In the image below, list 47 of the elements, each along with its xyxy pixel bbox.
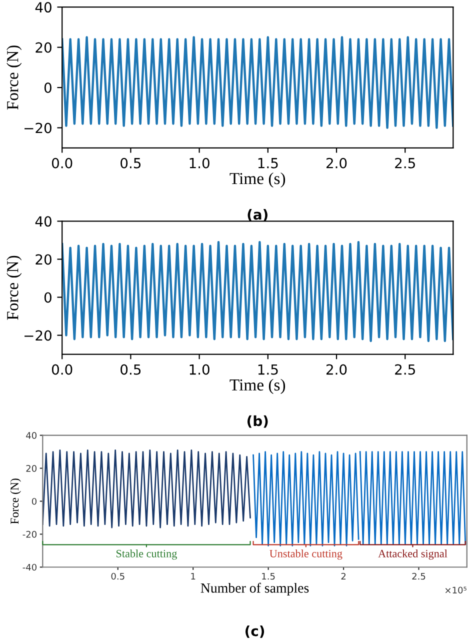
line-series bbox=[252, 451, 360, 546]
y-tick-label: 0 bbox=[32, 498, 37, 505]
x-tick-label: 1.0 bbox=[190, 364, 210, 375]
y-tick-label: 0 bbox=[44, 292, 52, 303]
x-tick-label: 2.0 bbox=[326, 364, 347, 375]
x-tick-label: 0.5 bbox=[120, 364, 141, 375]
x-tick-label: 2.5 bbox=[395, 158, 415, 168]
line-series bbox=[62, 36, 454, 129]
x-tick-label: 0.0 bbox=[52, 158, 72, 168]
x-tick-label: 1.0 bbox=[190, 158, 210, 168]
line-series bbox=[62, 241, 454, 342]
y-tick-label: 40 bbox=[35, 216, 52, 227]
y-tick-label: 20 bbox=[36, 254, 52, 265]
x-tick-label: 1.5 bbox=[262, 572, 275, 580]
x-tick-label: 2.5 bbox=[412, 572, 426, 580]
y-tick-label: -40 bbox=[22, 564, 37, 571]
x-tick-label: 0.0 bbox=[52, 364, 72, 375]
y-tick-label: 20 bbox=[26, 464, 37, 472]
x-tick-label: 1 bbox=[191, 572, 196, 580]
y-axis-title: Force (N) bbox=[6, 46, 22, 110]
x-tick-label: 2.0 bbox=[326, 158, 347, 168]
annotation: Attacked signal bbox=[378, 550, 448, 560]
x-tick-label: 1.5 bbox=[258, 364, 278, 375]
x-tick-label: 0.5 bbox=[111, 572, 124, 580]
x-axis-title: Time (s) bbox=[230, 172, 286, 188]
x-axis-title: Time (s) bbox=[230, 378, 286, 394]
y-tick-label: 40 bbox=[26, 432, 37, 439]
y-axis-title: Force (N) bbox=[10, 478, 21, 524]
text: ×10⁵ bbox=[445, 586, 466, 594]
text: (c) bbox=[246, 625, 264, 638]
x-axis-title: Number of samples bbox=[200, 582, 309, 596]
y-tick-label: 0 bbox=[44, 82, 52, 94]
x-tick-label: 1.5 bbox=[258, 158, 278, 168]
y-tick-label: −20 bbox=[24, 330, 52, 341]
y-tick-label: 20 bbox=[36, 42, 52, 53]
text: (b) bbox=[247, 415, 268, 428]
y-tick-label: -20 bbox=[22, 530, 37, 538]
annotation: (a) bbox=[248, 209, 268, 222]
y-tick-label: 40 bbox=[35, 2, 52, 13]
annotation: Unstable cutting bbox=[270, 550, 342, 560]
annotation: Stable cutting bbox=[116, 550, 177, 560]
x-tick-label: 0.5 bbox=[120, 158, 141, 168]
x-tick-label: 2 bbox=[341, 572, 346, 580]
y-axis-title: Force (N) bbox=[6, 256, 22, 320]
line-series bbox=[42, 449, 251, 528]
y-tick-label: −20 bbox=[24, 122, 52, 134]
x-tick-label: 2.5 bbox=[395, 364, 415, 375]
